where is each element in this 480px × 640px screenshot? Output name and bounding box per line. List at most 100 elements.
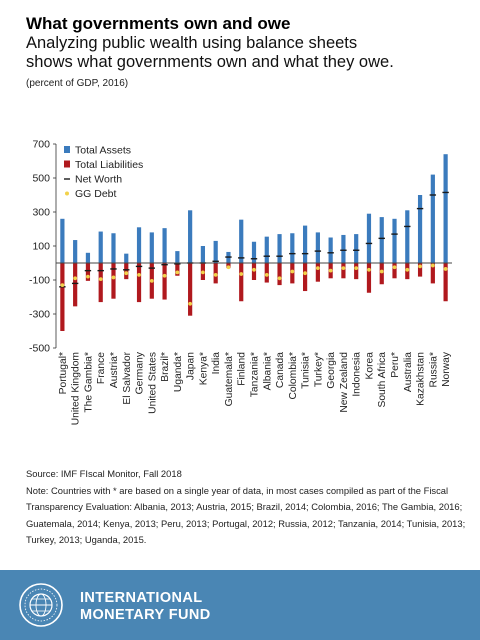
chart-header: What governments own and owe Analyzing p… [26, 14, 466, 89]
liabilities-bar [264, 263, 269, 283]
chart-title: What governments own and owe [26, 14, 291, 33]
x-category-label: New Zealand [339, 352, 350, 413]
chart-subtitle-line-2: shows what governments own and what they… [26, 53, 394, 71]
y-tick-label: 100 [32, 241, 50, 253]
assets-bar [379, 217, 384, 263]
org-name-line-1: INTERNATIONAL [80, 590, 203, 606]
x-category-label: Indonesia [352, 352, 363, 397]
x-category-label: The Gambia* [83, 352, 94, 413]
x-category-label: Korea [364, 352, 375, 380]
gg-debt-marker [277, 276, 282, 281]
liabilities-bar [98, 263, 103, 303]
x-category-label: Guatemala* [224, 352, 235, 406]
assets-bar [124, 253, 129, 263]
gg-debt-marker [213, 273, 218, 277]
assets-bar [98, 231, 103, 263]
y-tick-label: -300 [29, 309, 50, 321]
gg-debt-marker [124, 271, 129, 276]
gg-debt-marker [73, 276, 78, 281]
assets-bar [277, 234, 282, 263]
gg-debt-marker [443, 267, 448, 271]
liabilities-bar [315, 263, 320, 282]
gg-debt-marker [252, 267, 256, 272]
assets-bar [213, 240, 218, 263]
gg-debt-marker [328, 268, 333, 273]
x-category-label: Uganda* [173, 352, 184, 392]
gg-debt-marker [418, 264, 422, 269]
organization-name: INTERNATIONAL MONETARY FUND [80, 590, 211, 624]
assets-bar [162, 228, 167, 263]
x-category-label: Tanzania* [250, 352, 261, 397]
liabilities-bar [111, 263, 116, 299]
gg-debt-marker [60, 283, 65, 287]
x-category-label: Portugal* [58, 352, 69, 394]
x-category-label: Australia [403, 352, 414, 392]
liabilities-bar [443, 263, 448, 302]
assets-bar [85, 252, 91, 263]
imf-seal-logo [19, 583, 63, 627]
x-category-label: India [211, 352, 222, 375]
chart-subtitle-line-1: Analyzing public wealth using balance sh… [26, 34, 358, 52]
liabilities-bar [188, 263, 193, 316]
assets-bar [251, 241, 257, 263]
liabilities-bar [162, 263, 167, 300]
gg-debt-marker [290, 269, 295, 274]
assets-bar [302, 225, 308, 263]
x-category-label: Japan [186, 352, 197, 380]
x-category-label: South Africa [377, 352, 388, 408]
gg-debt-marker [137, 273, 141, 277]
assets-bar [60, 218, 65, 263]
liabilities-bar [392, 263, 397, 279]
gg-debt-marker [354, 266, 359, 270]
gg-debt-marker [379, 269, 384, 274]
gg-debt-marker [201, 270, 205, 275]
gg-debt-marker [188, 301, 193, 306]
assets-bar [239, 219, 244, 263]
gg-debt-marker [392, 265, 397, 270]
legend-label: Net Worth [75, 174, 122, 186]
y-tick-label: 700 [32, 139, 50, 151]
assets-bar [175, 251, 180, 263]
liabilities-bar [136, 263, 142, 303]
gg-debt-marker [149, 278, 154, 283]
gg-debt-marker [264, 273, 269, 277]
assets-bar [417, 195, 423, 263]
gg-debt-marker [315, 266, 320, 270]
liabilities-bar [124, 263, 129, 280]
liabilities-bar [85, 263, 91, 281]
assets-bar [430, 174, 435, 263]
legend-swatch-assets [64, 146, 70, 153]
assets-bar [405, 210, 410, 263]
y-tick-label: -500 [29, 343, 50, 355]
liabilities-bar [73, 263, 78, 307]
assets-bar [188, 210, 193, 263]
gg-debt-marker [98, 277, 103, 282]
assets-bar [328, 237, 333, 263]
legend-label: Total Assets [75, 145, 131, 157]
y-tick-label: 500 [32, 173, 50, 185]
assets-bar [73, 240, 78, 263]
x-category-label: Kazakhstan [416, 352, 427, 406]
x-category-label: Russia* [428, 352, 439, 387]
gg-debt-marker [86, 274, 90, 279]
x-category-label: United Kingdom [71, 352, 82, 425]
liabilities-bar [341, 263, 346, 279]
x-category-label: Canada [275, 352, 286, 388]
liabilities-bar [366, 263, 372, 293]
gg-debt-marker [303, 271, 307, 276]
assets-bar [366, 213, 372, 263]
liabilities-bar [277, 263, 282, 286]
x-category-label: Austria* [109, 352, 120, 388]
gg-debt-marker [341, 266, 346, 270]
assets-bar [315, 232, 320, 263]
countries-note: Note: Countries with * are based on a si… [26, 484, 466, 546]
gg-debt-marker [111, 275, 116, 280]
assets-bar [264, 236, 269, 263]
gg-debt-marker [239, 272, 244, 276]
x-category-label: Peru* [390, 352, 401, 378]
liabilities-bar [430, 263, 435, 284]
assets-bar [354, 234, 359, 263]
assets-bar [111, 233, 116, 263]
imf-footer: INTERNATIONAL MONETARY FUND [0, 570, 480, 640]
